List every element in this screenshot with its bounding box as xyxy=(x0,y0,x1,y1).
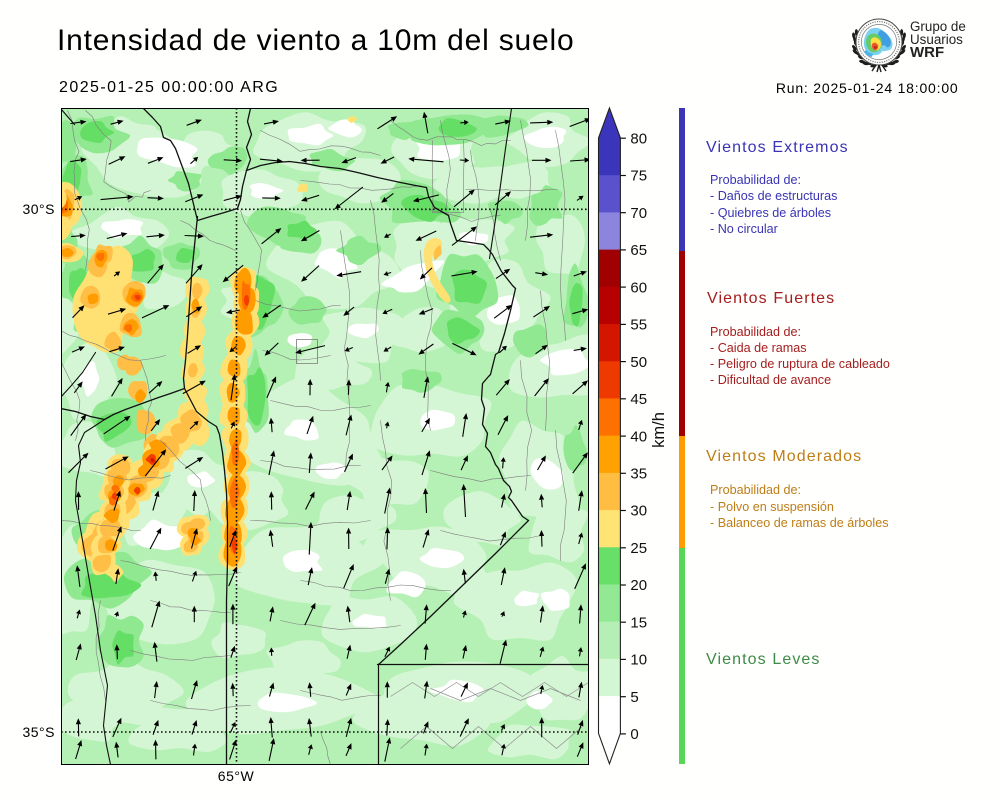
svg-text:55: 55 xyxy=(630,317,647,334)
svg-text:km/h: km/h xyxy=(650,412,668,448)
svg-text:25: 25 xyxy=(630,540,647,557)
svg-text:45: 45 xyxy=(630,391,647,408)
svg-text:60: 60 xyxy=(630,279,647,296)
svg-text:20: 20 xyxy=(630,577,647,594)
svg-text:75: 75 xyxy=(630,168,647,185)
svg-text:80: 80 xyxy=(630,130,647,147)
svg-text:10: 10 xyxy=(630,652,647,669)
svg-text:0: 0 xyxy=(630,726,638,743)
svg-text:50: 50 xyxy=(630,354,647,371)
svg-text:5: 5 xyxy=(630,689,638,706)
svg-text:65: 65 xyxy=(630,242,647,259)
svg-text:40: 40 xyxy=(630,428,647,445)
svg-text:30: 30 xyxy=(630,503,647,520)
svg-text:15: 15 xyxy=(630,614,647,631)
svg-text:35: 35 xyxy=(630,466,647,483)
svg-text:70: 70 xyxy=(630,205,647,222)
